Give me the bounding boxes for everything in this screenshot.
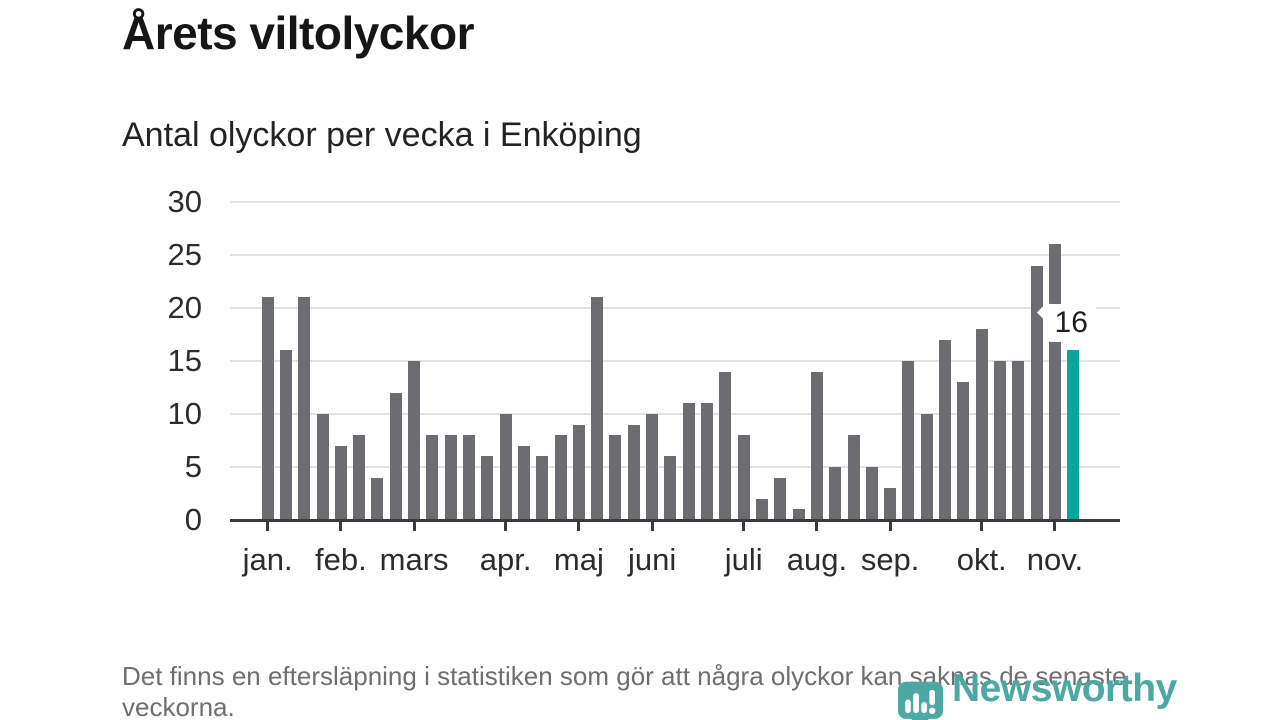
- bar-week: [499, 414, 512, 520]
- bar-week: [1012, 361, 1025, 520]
- bar-week: [444, 435, 457, 520]
- x-axis-tick: [1053, 522, 1057, 531]
- bar-week: [334, 445, 347, 520]
- x-axis-label: juni: [627, 542, 677, 577]
- bar-week: [298, 297, 311, 520]
- gridline-20: [230, 307, 1120, 309]
- x-axis-tick: [412, 522, 416, 531]
- x-axis-label: apr.: [479, 542, 532, 577]
- x-axis-tick: [742, 522, 746, 531]
- bar-week: [572, 424, 585, 520]
- y-axis-label: 30: [167, 184, 202, 219]
- x-axis-line: [230, 519, 1120, 522]
- bar-week: [682, 403, 695, 520]
- bar-week: [719, 371, 732, 520]
- chart-title: Årets viltolyckor: [122, 7, 474, 59]
- bar-week: [755, 498, 768, 520]
- y-axis-label: 15: [167, 343, 202, 378]
- bar-week: [463, 435, 475, 520]
- bar-week: [829, 467, 842, 520]
- bar-week: [865, 467, 878, 520]
- chart-subtitle: Antal olyckor per vecka i Enköping: [122, 116, 642, 154]
- bar-week: [975, 329, 988, 520]
- x-axis-tick: [888, 522, 892, 531]
- bar-week: [279, 350, 292, 520]
- bar-week: [426, 435, 439, 520]
- bar-week: [517, 445, 530, 520]
- bar-week: [847, 435, 860, 520]
- x-axis-tick: [504, 522, 508, 531]
- x-axis-tick: [266, 522, 270, 531]
- x-axis-label: jan.: [242, 542, 293, 577]
- bar-week: [389, 392, 402, 520]
- x-axis-label: juli: [724, 542, 763, 577]
- bar-week: [554, 435, 567, 520]
- bar-week: [627, 424, 640, 520]
- bar-week: [371, 477, 384, 520]
- value-callout: 16: [1046, 304, 1097, 343]
- bar-week: [664, 456, 677, 520]
- y-axis-label: 10: [167, 396, 202, 431]
- bar-week: [353, 435, 366, 520]
- y-axis-label: 20: [167, 290, 202, 325]
- x-axis-tick: [577, 522, 581, 531]
- gridline-15: [230, 360, 1120, 362]
- x-axis-label: sep.: [860, 542, 920, 577]
- bar-week: [481, 456, 494, 520]
- x-axis-tick: [339, 522, 343, 531]
- x-axis-label: feb.: [314, 542, 367, 577]
- x-axis-tick: [815, 522, 819, 531]
- bar-week: [957, 382, 970, 520]
- bar-week: [920, 414, 933, 520]
- bar-week: [408, 361, 421, 520]
- bar-week: [646, 414, 659, 520]
- gridline-30: [230, 201, 1120, 203]
- bar-week-highlighted: [1067, 350, 1080, 520]
- bar-week: [902, 361, 915, 520]
- footnote: Det finns en eftersläpning i statistiken…: [122, 661, 1127, 720]
- bar-week: [939, 339, 952, 520]
- x-axis-tick: [650, 522, 654, 531]
- bar-week: [1030, 265, 1043, 520]
- gridline-25: [230, 254, 1120, 256]
- y-axis-label: 25: [167, 237, 202, 272]
- y-axis-label: 5: [184, 449, 202, 484]
- bar-week: [261, 297, 274, 520]
- bar-week: [1048, 244, 1061, 520]
- x-axis-label: mars: [379, 542, 449, 577]
- bar-week: [701, 403, 714, 520]
- bar-week: [810, 371, 823, 520]
- x-axis-tick: [980, 522, 984, 531]
- x-axis-label: okt.: [956, 542, 1007, 577]
- bar-week: [774, 477, 787, 520]
- newsworthy-wordmark: Newsworthy: [952, 667, 1177, 710]
- bar-week: [536, 456, 549, 520]
- y-axis-label: 0: [184, 502, 202, 537]
- bar-week: [591, 297, 604, 520]
- x-axis-label: nov.: [1026, 542, 1084, 577]
- gridline-10: [230, 413, 1120, 415]
- bar-week: [792, 509, 805, 520]
- bar-week: [884, 488, 897, 520]
- newsworthy-speech-bubble-bar-chart-icon: [897, 681, 944, 720]
- bar-week: [609, 435, 622, 520]
- bar-week: [994, 361, 1006, 520]
- x-axis-label: maj: [553, 542, 604, 577]
- bar-week: [316, 414, 329, 520]
- bar-week: [737, 435, 750, 520]
- x-axis-label: aug.: [786, 542, 848, 577]
